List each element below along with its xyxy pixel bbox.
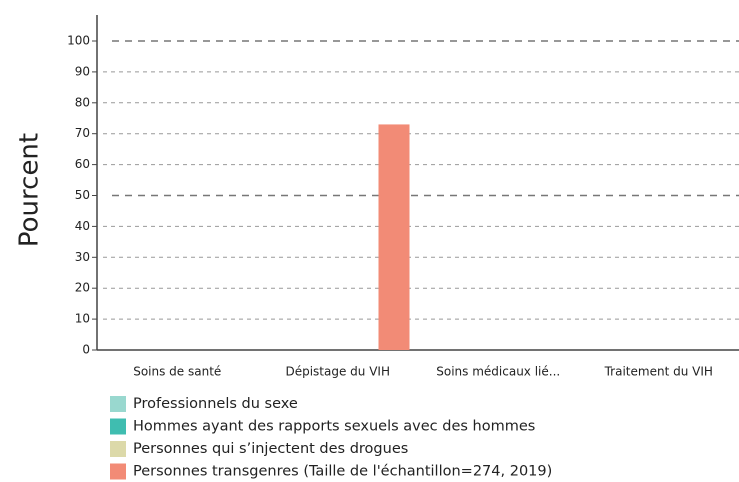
y-tick-label: 60 <box>75 157 90 171</box>
y-tick-label: 50 <box>75 188 90 202</box>
x-tick-label: Traitement du VIH <box>604 365 713 379</box>
x-tick-label: Soins médicaux lié... <box>436 365 560 379</box>
y-tick-label: 10 <box>75 312 90 326</box>
legend-label: Personnes transgenres (Taille de l'échan… <box>133 464 552 480</box>
bar <box>378 124 410 351</box>
y-tick-label: 70 <box>75 126 90 140</box>
legend-label: Professionnels du sexe <box>133 396 298 412</box>
legend-swatch <box>110 463 126 480</box>
x-tick-label: Dépistage du VIH <box>285 365 390 379</box>
y-tick-label: 100 <box>67 34 90 48</box>
x-tick-label: Soins de santé <box>133 365 221 379</box>
legend-swatch <box>110 396 126 412</box>
legend-swatch <box>110 418 126 435</box>
y-tick-label: 20 <box>75 281 90 295</box>
y-tick-label: 90 <box>75 64 90 78</box>
y-tick-label: 30 <box>75 250 90 264</box>
y-axis-label: Pourcent <box>15 133 45 247</box>
legend-swatch <box>110 441 126 457</box>
y-tick-label: 0 <box>82 343 90 357</box>
legend-label: Personnes qui s’injectent des drogues <box>133 441 408 457</box>
legend-label: Hommes ayant des rapports sexuels avec d… <box>133 419 535 435</box>
y-tick-label: 80 <box>75 95 90 109</box>
y-tick-label: 40 <box>75 219 90 233</box>
